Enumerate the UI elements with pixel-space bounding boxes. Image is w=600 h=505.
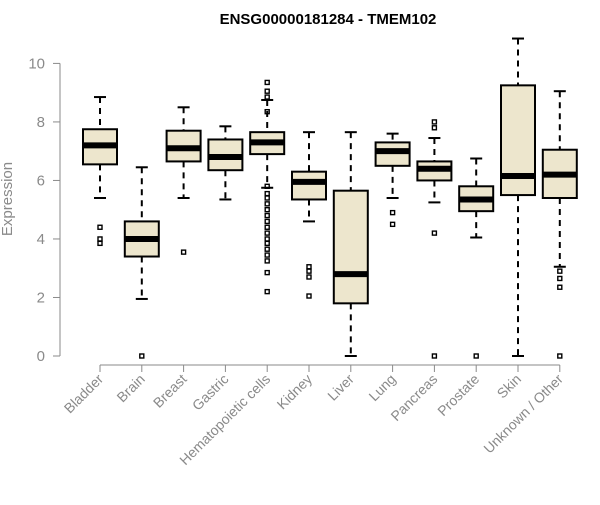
outlier-point — [97, 236, 103, 242]
x-tick-label: Breast — [150, 371, 190, 411]
outlier-point — [264, 108, 270, 115]
outlier-point — [306, 264, 312, 270]
outlier-point — [264, 88, 270, 94]
box-group — [500, 37, 536, 357]
box-group — [249, 79, 286, 295]
outlier-point — [431, 125, 438, 131]
outlier-point — [306, 293, 312, 299]
y-axis: 0 2 4 6 8 10 — [28, 55, 61, 365]
outlier-point — [264, 252, 270, 258]
x-tick-label: Kidney — [274, 371, 316, 413]
y-tick-label: 10 — [28, 55, 45, 72]
outlier-point — [557, 353, 563, 359]
box-group — [165, 106, 202, 255]
outlier-point — [389, 221, 396, 228]
outlier-point — [264, 207, 270, 213]
outlier-point — [306, 268, 312, 274]
outlier-point — [264, 269, 270, 276]
y-tick-label: 6 — [37, 172, 45, 189]
box-group — [207, 125, 244, 201]
box-group — [541, 90, 578, 359]
outlier-point — [431, 353, 438, 359]
outlier-point — [264, 240, 270, 247]
box-group — [332, 131, 369, 357]
outlier-point — [264, 94, 270, 100]
box-group — [458, 157, 495, 359]
y-axis-label: Expression — [0, 162, 16, 236]
outlier-point — [97, 240, 103, 247]
outlier-point — [473, 353, 479, 359]
outlier-point — [97, 224, 103, 230]
plot-area — [82, 37, 578, 359]
x-tick-label: Skin — [494, 371, 525, 402]
outlier-point — [557, 268, 563, 274]
iqr-box — [291, 170, 327, 201]
box-group — [82, 96, 118, 247]
box-group — [123, 166, 160, 359]
outlier-point — [557, 284, 563, 290]
outlier-point — [389, 209, 396, 216]
outlier-point — [264, 190, 270, 197]
outlier-point — [264, 258, 270, 264]
y-tick-label: 4 — [37, 231, 45, 248]
outlier-point — [139, 353, 145, 359]
outlier-point — [306, 274, 312, 280]
outlier-point — [264, 224, 270, 230]
box-group — [416, 119, 453, 359]
outlier-point — [557, 275, 563, 282]
x-tick-label: Lung — [365, 371, 398, 404]
outlier-point — [264, 236, 270, 242]
outlier-point — [264, 218, 270, 225]
box-group — [374, 132, 411, 228]
x-tick-label: Brain — [113, 371, 147, 405]
outlier-point — [431, 119, 438, 125]
box-group — [291, 131, 327, 299]
y-tick-label: 8 — [37, 114, 45, 131]
outlier-point — [264, 183, 270, 189]
outlier-point — [264, 79, 270, 86]
outlier-point — [264, 201, 270, 207]
outlier-point — [264, 288, 270, 295]
iqr-box — [332, 189, 369, 305]
y-tick-label: 2 — [37, 289, 45, 306]
outlier-point — [431, 230, 438, 236]
chart-title: ENSG00000181284 - TMEM102 — [220, 11, 437, 28]
outlier-point — [264, 230, 270, 236]
x-tick-label: Liver — [324, 371, 357, 404]
outlier-point — [264, 195, 270, 201]
x-tick-label: Unknown / Other — [480, 371, 566, 457]
outlier-point — [264, 246, 270, 252]
outlier-point — [264, 212, 270, 219]
y-tick-label: 0 — [37, 348, 45, 365]
outlier-point — [180, 249, 187, 255]
x-tick-label: Bladder — [61, 371, 107, 417]
x-tick-label: Prostate — [434, 371, 482, 419]
